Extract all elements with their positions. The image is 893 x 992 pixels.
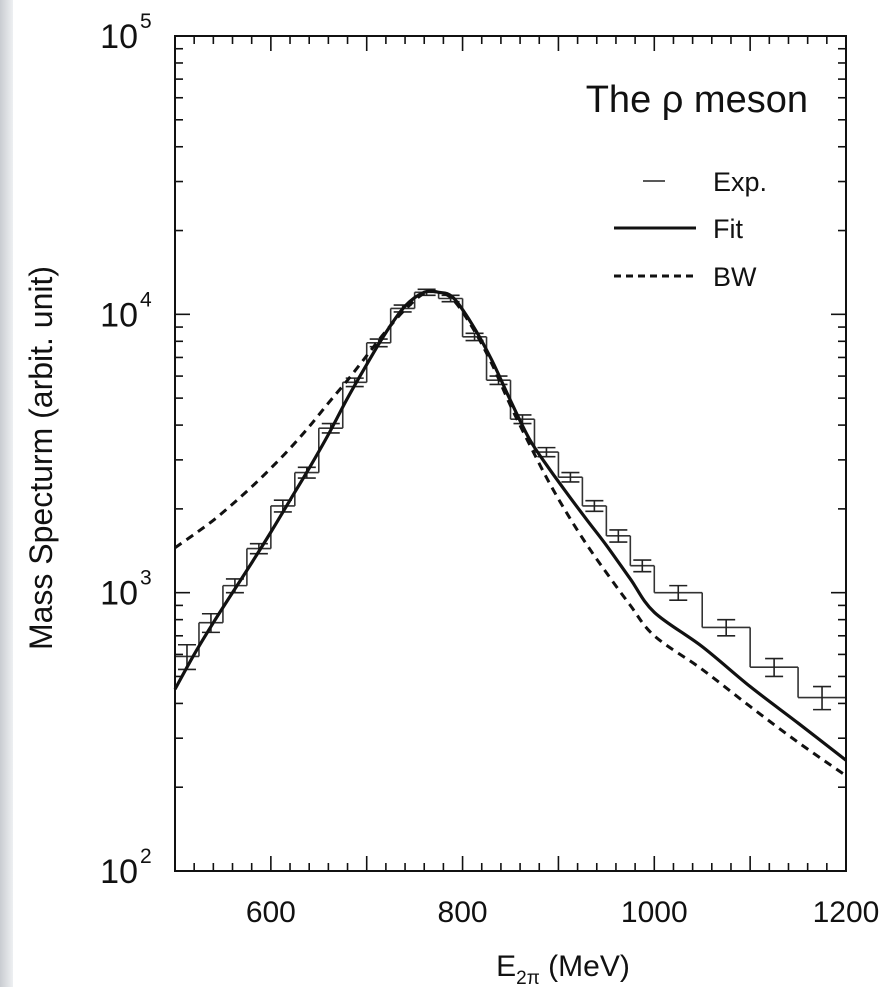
x-axis-label-sub: 2π (516, 968, 540, 987)
bw-curve (174, 289, 847, 777)
legend: Exp. Fit BW (614, 167, 767, 292)
window-edge (0, 0, 13, 987)
x-axis-label: E2π (MeV) (496, 950, 630, 987)
x-tick-label: 1000 (621, 896, 688, 929)
x-axis-label-unit: (MeV) (540, 950, 630, 983)
x-tick-label: 600 (246, 896, 296, 929)
fit-curve (173, 289, 847, 762)
x-axis-label-main: E (496, 950, 516, 983)
legend-fit-label: Fit (713, 214, 743, 244)
bw-curve-layer (174, 289, 847, 777)
histogram-layer (175, 291, 846, 699)
y-axis-label: Mass Specturm (arbit. unit) (23, 266, 59, 650)
y-tick-exponent: 2 (140, 845, 152, 868)
errorbar-layer (177, 288, 832, 711)
chart-title: The ρ meson (586, 79, 808, 121)
fit-curve-layer (173, 289, 847, 762)
x-tick-label: 1200 (813, 896, 880, 929)
tick-layer (174, 36, 847, 871)
legend-exp-label: Exp. (713, 167, 767, 197)
y-tick-label: 10 (100, 575, 138, 613)
legend-bw-label: BW (713, 262, 757, 292)
y-tick-label: 10 (100, 296, 138, 334)
x-tick-labels: 600 800 1000 1200 (246, 896, 880, 929)
plot-frame (174, 35, 847, 872)
y-tick-label: 10 (100, 853, 138, 891)
x-tick-label: 800 (438, 896, 488, 929)
y-tick-exponent: 4 (140, 288, 152, 311)
y-tick-exponent: 3 (140, 567, 152, 590)
y-tick-exponent: 5 (140, 10, 152, 33)
y-tick-label: 10 (100, 18, 138, 56)
